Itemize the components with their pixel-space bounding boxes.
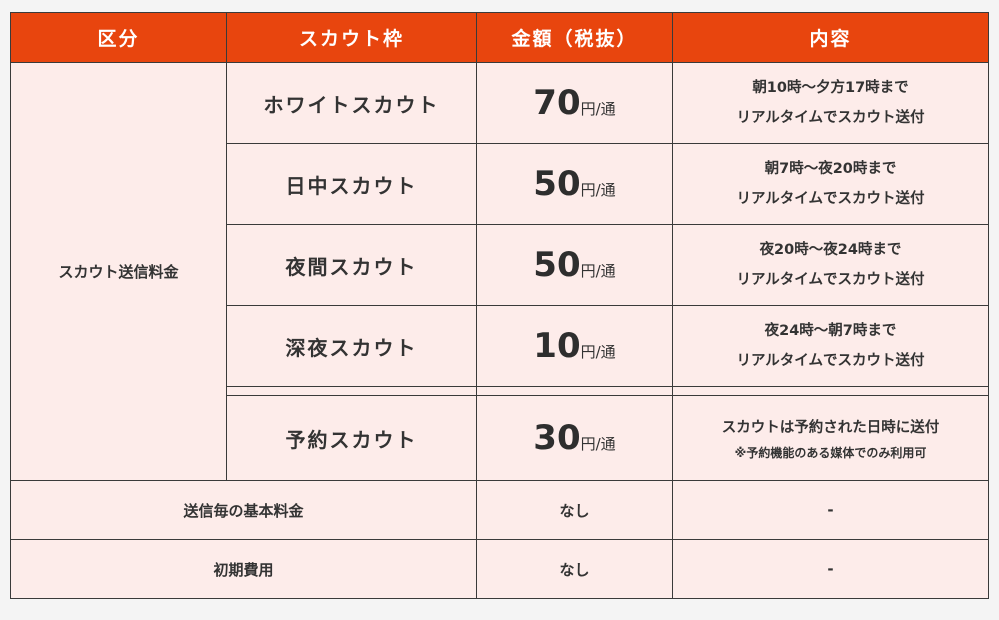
pricing-table-wrapper: 区分 スカウト枠 金額（税抜） 内容 スカウト送信料金 ホワイトスカウト 70円… xyxy=(10,12,989,599)
desc-line: リアルタイムでスカウト送付 xyxy=(736,353,925,369)
footer-label: 送信毎の基本料金 xyxy=(10,480,477,540)
pricing-table: 区分 スカウト枠 金額（税抜） 内容 スカウト送信料金 ホワイトスカウト 70円… xyxy=(10,12,989,599)
footer-content: - xyxy=(672,539,989,599)
header-content: 内容 xyxy=(672,12,989,63)
plan-description: スカウトは予約された日時に送付 ※予約機能のある媒体でのみ利用可 xyxy=(672,395,989,481)
plan-description: 朝7時～夜20時までリアルタイムでスカウト送付 xyxy=(672,143,989,225)
desc-note: ※予約機能のある媒体でのみ利用可 xyxy=(734,446,927,460)
price-unit: 円/通 xyxy=(580,435,616,453)
price-value: 50 xyxy=(533,164,581,204)
table-row: 日中スカウト 50円/通 朝7時～夜20時までリアルタイムでスカウト送付 xyxy=(11,143,989,225)
header-category: 区分 xyxy=(10,12,227,63)
plan-price: 30円/通 xyxy=(476,395,673,481)
price-value: 70 xyxy=(533,83,581,123)
price-unit: 円/通 xyxy=(580,343,616,361)
plan-price: 70円/通 xyxy=(476,62,673,144)
footer-amount: なし xyxy=(476,480,673,540)
plan-description: 夜24時～朝7時までリアルタイムでスカウト送付 xyxy=(672,305,989,387)
plan-name: ホワイトスカウト xyxy=(226,62,477,144)
plan-name: 日中スカウト xyxy=(226,143,477,225)
price-unit: 円/通 xyxy=(580,100,616,118)
spacer-cell xyxy=(672,386,989,396)
desc-line: 朝7時～夜20時まで xyxy=(764,161,897,177)
footer-label: 初期費用 xyxy=(10,539,477,599)
footer-content: - xyxy=(672,480,989,540)
price-unit: 円/通 xyxy=(580,262,616,280)
category-cell: スカウト送信料金 xyxy=(10,62,227,481)
table-row: 初期費用 なし - xyxy=(10,539,989,599)
plan-name: 夜間スカウト xyxy=(226,224,477,306)
plan-name: 予約スカウト xyxy=(226,395,477,481)
desc-line: リアルタイムでスカウト送付 xyxy=(736,110,925,126)
price-value: 30 xyxy=(533,418,581,458)
price-value: 10 xyxy=(533,326,581,366)
table-row: 夜間スカウト 50円/通 夜20時～夜24時までリアルタイムでスカウト送付 xyxy=(11,224,989,306)
desc-line: スカウトは予約された日時に送付 xyxy=(721,420,940,436)
desc-line: リアルタイムでスカウト送付 xyxy=(736,191,925,207)
desc-line: 夜24時～朝7時まで xyxy=(764,323,897,339)
plan-price: 50円/通 xyxy=(476,143,673,225)
footer-amount: なし xyxy=(476,539,673,599)
plan-name: 深夜スカウト xyxy=(226,305,477,387)
desc-line: リアルタイムでスカウト送付 xyxy=(736,272,925,288)
table-row: 送信毎の基本料金 なし - xyxy=(10,480,989,540)
price-unit: 円/通 xyxy=(580,181,616,199)
table-row: 深夜スカウト 10円/通 夜24時～朝7時までリアルタイムでスカウト送付 xyxy=(11,305,989,387)
plan-description: 朝10時～夕方17時まで リアルタイムでスカウト送付 xyxy=(672,62,989,144)
table-header-row: 区分 スカウト枠 金額（税抜） 内容 xyxy=(10,12,989,63)
header-amount: 金額（税抜） xyxy=(476,12,673,63)
price-value: 50 xyxy=(533,245,581,285)
spacer-cell xyxy=(476,386,673,396)
desc-line: 夜20時～夜24時まで xyxy=(759,242,902,258)
desc-line: 朝10時～夕方17時まで xyxy=(752,80,909,96)
plan-price: 10円/通 xyxy=(476,305,673,387)
spacer-cell xyxy=(226,386,477,396)
table-row: スカウト送信料金 ホワイトスカウト 70円/通 朝10時～夕方17時まで リアルタ… xyxy=(10,62,989,481)
plan-description: 夜20時～夜24時までリアルタイムでスカウト送付 xyxy=(672,224,989,306)
plan-price: 50円/通 xyxy=(476,224,673,306)
header-scout-slot: スカウト枠 xyxy=(226,12,477,63)
